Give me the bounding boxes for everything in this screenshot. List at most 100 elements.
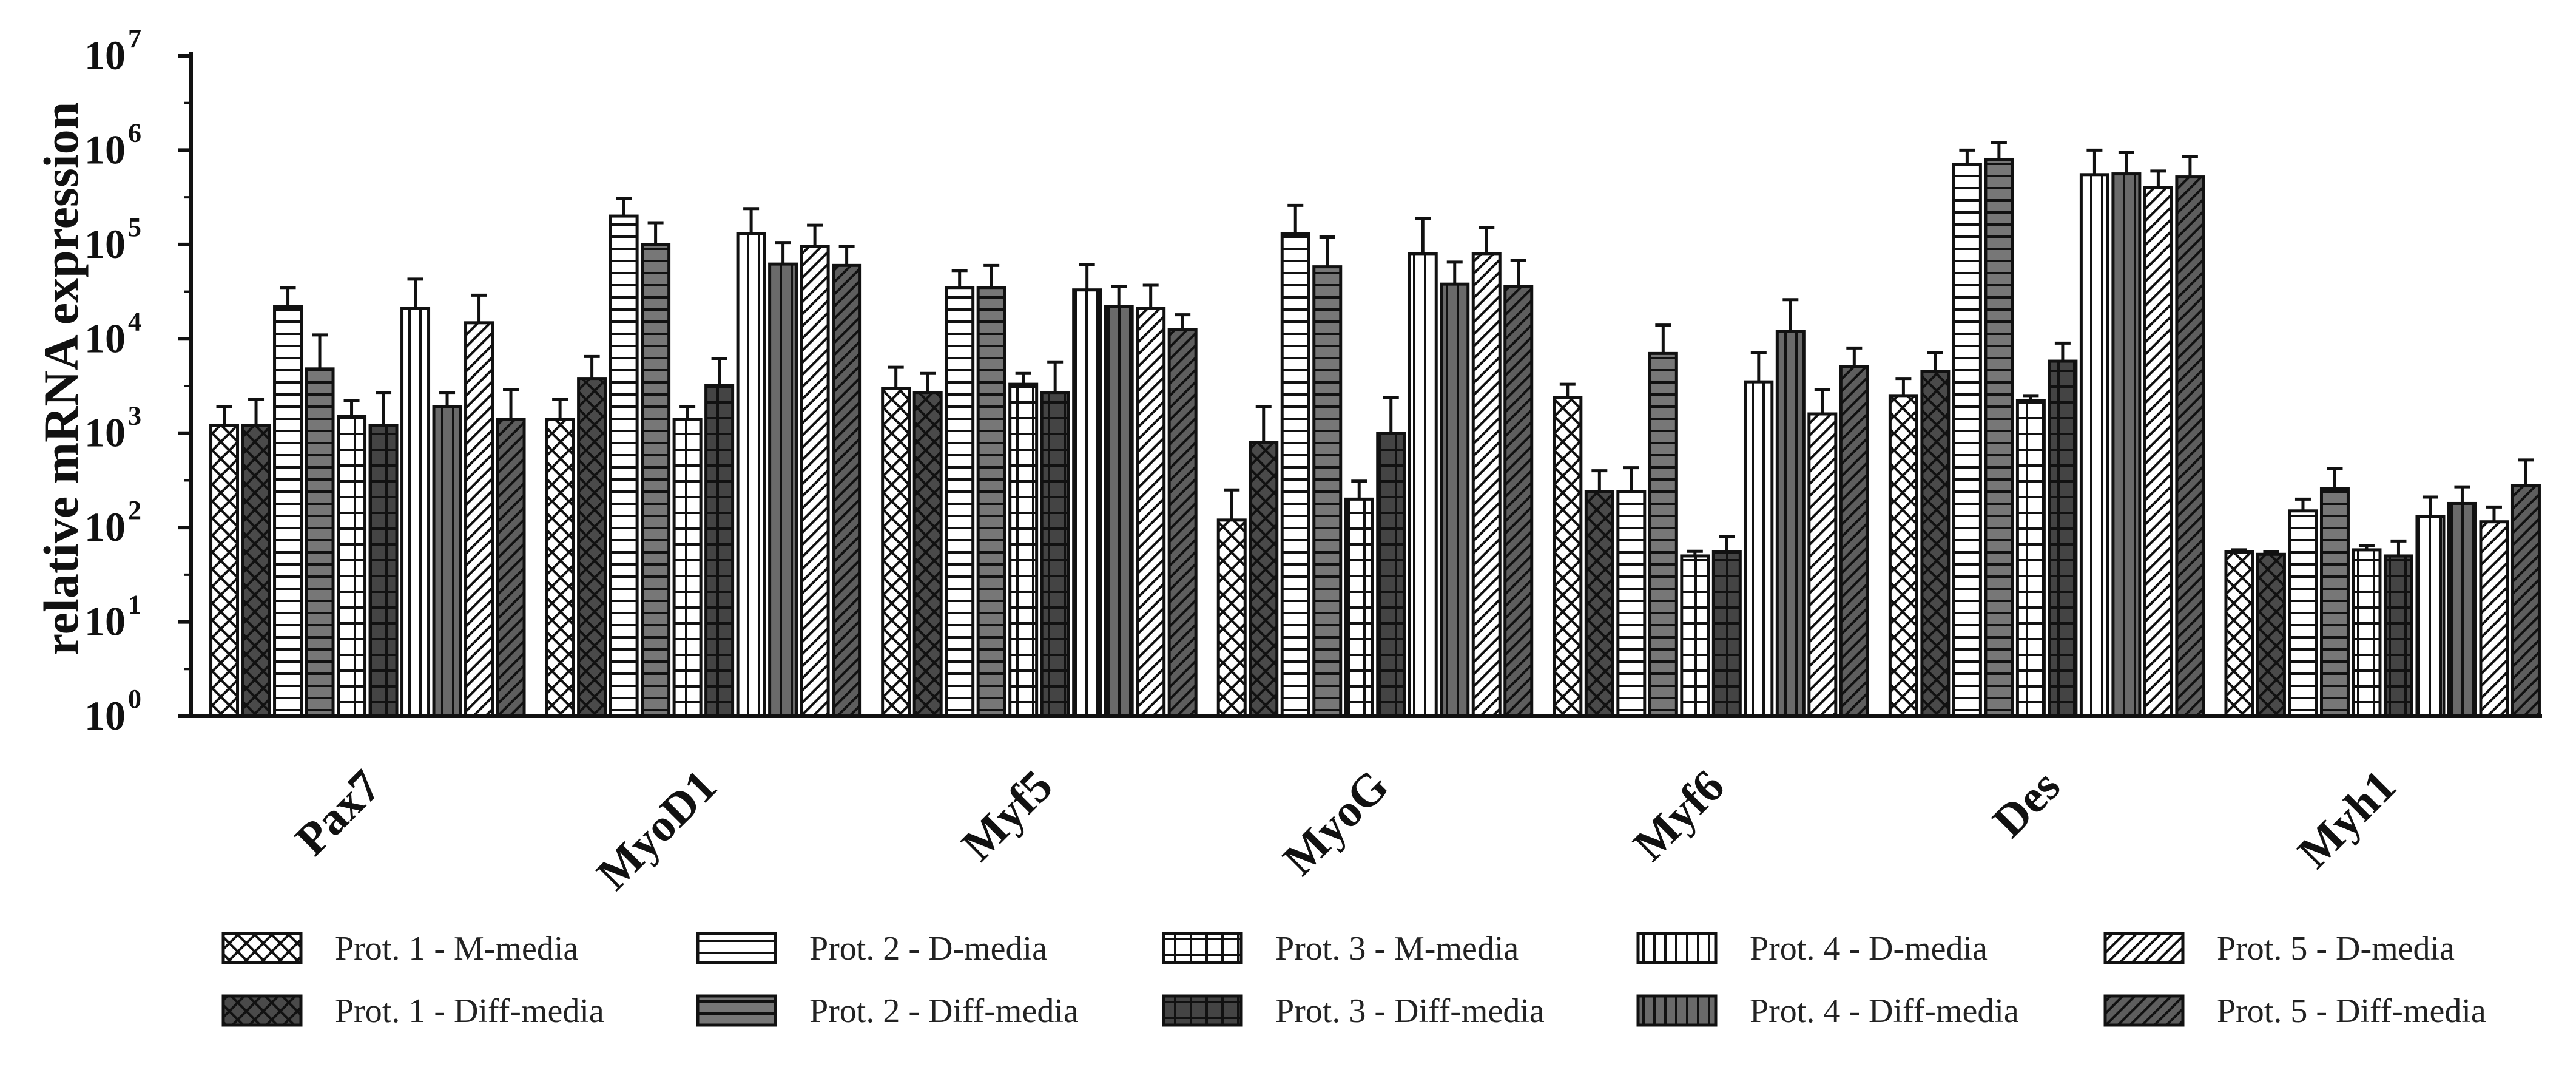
y-tick-exponent: 6 [128,118,141,147]
bar [1584,490,1614,718]
bar [1471,252,1502,718]
category-label: MyoD1 [587,760,727,900]
bar [464,321,494,718]
y-tick-exponent: 3 [128,401,141,431]
bar [432,405,462,718]
bar [2479,520,2509,718]
bar [305,367,335,718]
bar [1920,370,1951,718]
category-labels: Pax7 MyoD1 Myf5 MyoG Myf6 Des Myh1 [286,760,2406,900]
bar [337,415,367,718]
bar [1952,163,1982,718]
legend-label: Prot. 1 - M-media [335,930,578,967]
bar [2224,550,2254,718]
legend-label: Prot. 5 - Diff-media [2217,992,2486,1030]
y-tick-label: 10 [84,598,126,645]
bar [2510,484,2541,718]
bar [672,418,703,718]
y-axis-label: relative mRNA expression [33,102,89,656]
bar [1376,432,1406,718]
y-tick-exponent: 0 [128,684,141,714]
bar [2175,175,2205,718]
bar [1503,285,1534,718]
bar [1807,412,1838,718]
bar [641,243,671,718]
legend-label: Prot. 2 - Diff-media [809,992,1079,1030]
bar [545,418,575,718]
bar [2256,552,2286,718]
bar [2079,173,2109,718]
bar [1072,288,1102,718]
bar [704,384,735,718]
bar [400,307,431,718]
legend-label: Prot. 5 - D-media [2217,930,2455,967]
bar [2143,186,2173,718]
y-tick-label: 10 [84,504,126,550]
legend-swatch [2103,932,2185,964]
y-tick-label: 10 [84,221,126,267]
bar [1775,330,1806,718]
legend-label: Prot. 4 - D-media [1750,930,1988,967]
category-label: Pax7 [286,760,391,865]
bar [1216,518,1247,718]
bar [2383,554,2413,718]
bar [241,424,271,718]
legend-swatch [221,932,303,964]
bar [1744,380,1774,718]
legend: Prot. 1 - M-media Prot. 1 - Diff-media Pro… [221,930,2486,1030]
y-tick-exponent: 5 [128,212,141,242]
bar [912,391,943,718]
legend-label: Prot. 2 - D-media [809,930,1047,967]
bar [2288,509,2318,718]
bar [1040,391,1070,718]
bar [1312,265,1343,718]
y-tick-label: 10 [84,315,126,361]
y-tick-label: 10 [84,410,126,456]
bar [368,424,399,718]
bar [209,424,240,718]
category-label: Myh1 [2288,760,2406,878]
legend-swatch [2103,994,2185,1027]
bar [800,245,830,718]
bar [832,263,862,718]
bar [1984,157,2014,718]
y-tick-exponent: 2 [128,495,141,525]
bar [577,377,607,718]
bar [2447,501,2477,718]
legend-swatch [1636,994,1718,1027]
bar [1711,550,1742,718]
legend-swatch [1636,932,1718,964]
bar [1616,490,1647,718]
category-label: MyoG [1273,760,1398,886]
bar [273,305,303,718]
category-label: Myf6 [1623,760,1734,871]
bar [2415,515,2446,718]
category-label: Myf5 [952,760,1062,871]
bar [1888,394,1918,718]
y-tick-exponent: 7 [128,24,141,53]
category-label: Des [1983,760,2070,847]
legend-label: Prot. 3 - Diff-media [1275,992,1545,1030]
bar [1440,282,1470,718]
legend-swatch [696,932,777,964]
bar [1008,382,1039,718]
bar [1408,252,1438,718]
bar [2352,548,2382,718]
legend-label: Prot. 3 - M-media [1275,930,1519,967]
bar [1839,365,1869,718]
bar-series-group [209,141,2541,718]
bar [976,286,1006,718]
bar [945,286,975,718]
bar [1680,554,1710,718]
bar [2015,399,2046,718]
legend-swatch [221,994,303,1027]
bar [2111,172,2142,718]
bar [496,418,526,718]
bar [1104,305,1134,718]
y-tick-label: 10 [84,126,126,172]
bar [881,387,911,718]
bar [2319,487,2350,718]
legend-swatch [1162,932,1243,964]
